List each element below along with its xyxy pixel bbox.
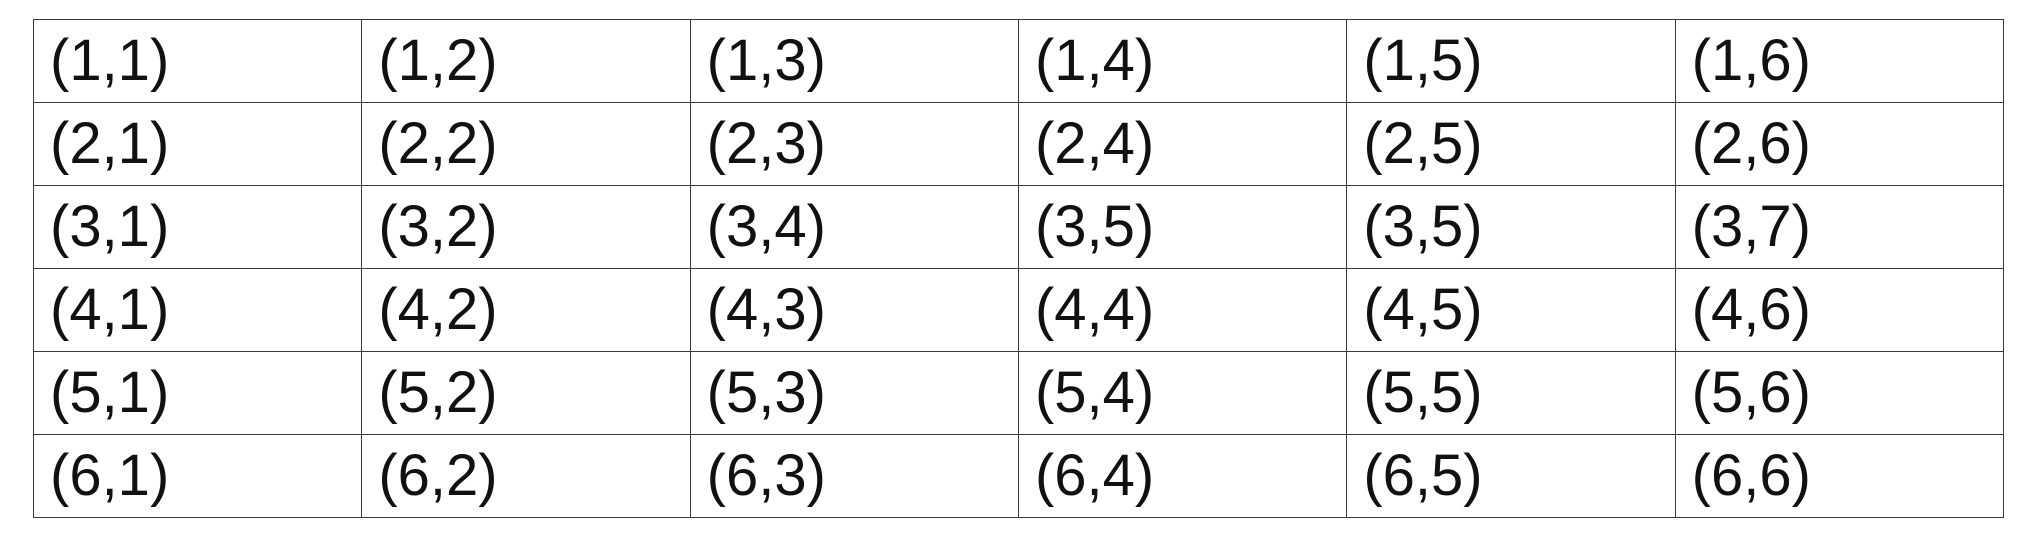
table-cell: (6,6) [1674,434,2005,518]
table-cell: (4,1) [32,268,363,352]
table-cell: (2,2) [361,102,691,186]
table-cell: (1,3) [689,19,1019,103]
table-row: (4,1) (4,2) (4,3) (4,4) (4,5) (4,6) [32,268,2005,352]
table-row: (5,1) (5,2) (5,3) (5,4) (5,5) (5,6) [32,351,2005,435]
table-cell: (5,6) [1674,351,2005,435]
pairs-table: (1,1) (1,2) (1,3) (1,4) (1,5) (1,6) (2,1… [32,19,2005,518]
table-cell: (4,4) [1017,268,1348,352]
table-cell: (2,6) [1674,102,2005,186]
table-cell: (6,4) [1017,434,1348,518]
table-cell: (1,4) [1017,19,1348,103]
table-cell: (3,1) [32,185,363,269]
table-cell: (5,1) [32,351,363,435]
table-cell: (4,5) [1346,268,1676,352]
table-cell: (5,2) [361,351,691,435]
table-cell: (3,5) [1346,185,1676,269]
table-cell: (3,2) [361,185,691,269]
table-cell: (6,5) [1346,434,1676,518]
table-cell: (6,1) [32,434,363,518]
table-cell: (2,4) [1017,102,1348,186]
table-cell: (3,7) [1674,185,2005,269]
document-page: (1,1) (1,2) (1,3) (1,4) (1,5) (1,6) (2,1… [32,19,2005,518]
table-cell: (1,5) [1346,19,1676,103]
table-cell: (2,1) [32,102,363,186]
table-cell: (3,4) [689,185,1019,269]
table-row: (1,1) (1,2) (1,3) (1,4) (1,5) (1,6) [32,19,2005,103]
table-cell: (4,3) [689,268,1019,352]
table-cell: (5,3) [689,351,1019,435]
table-cell: (2,5) [1346,102,1676,186]
table-cell: (6,2) [361,434,691,518]
table-cell: (4,6) [1674,268,2005,352]
table-cell: (5,5) [1346,351,1676,435]
table-cell: (1,2) [361,19,691,103]
table-row: (6,1) (6,2) (6,3) (6,4) (6,5) (6,6) [32,434,2005,518]
table-row: (3,1) (3,2) (3,4) (3,5) (3,5) (3,7) [32,185,2005,269]
table-cell: (2,3) [689,102,1019,186]
table-cell: (6,3) [689,434,1019,518]
table-row: (2,1) (2,2) (2,3) (2,4) (2,5) (2,6) [32,102,2005,186]
table-cell: (1,1) [32,19,363,103]
table-body: (1,1) (1,2) (1,3) (1,4) (1,5) (1,6) (2,1… [32,19,2005,518]
table-cell: (1,6) [1674,19,2005,103]
table-cell: (4,2) [361,268,691,352]
table-cell: (5,4) [1017,351,1348,435]
table-cell: (3,5) [1017,185,1348,269]
